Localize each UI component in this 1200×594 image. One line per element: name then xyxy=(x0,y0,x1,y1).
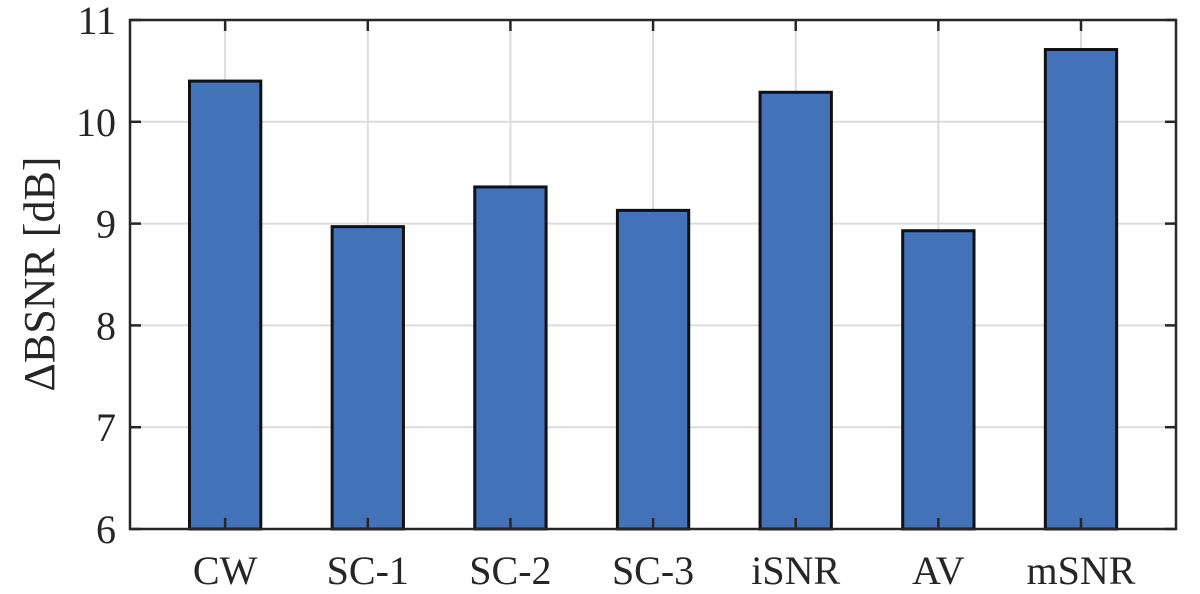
x-tick-label: iSNR xyxy=(751,548,840,593)
bar-msnr xyxy=(1043,48,1119,531)
y-tick-label: 11 xyxy=(77,0,116,43)
bar-isnr xyxy=(758,90,833,531)
bar-sc-3 xyxy=(615,208,691,531)
y-tick-label: 6 xyxy=(96,507,116,552)
bar-sc-1 xyxy=(330,225,405,531)
x-tick-label: AV xyxy=(912,548,965,593)
x-tick-label: SC-3 xyxy=(612,548,694,593)
x-tick-labels: CW SC-1 SC-2 SC-3 iSNR AV mSNR xyxy=(193,548,1136,593)
bars xyxy=(187,48,1119,531)
y-tick-labels: 6 7 8 9 10 11 xyxy=(76,0,116,552)
y-tick-label: 7 xyxy=(96,405,116,450)
y-tick-label: 10 xyxy=(76,100,116,145)
bar-sc-2 xyxy=(473,185,548,531)
bar-cw xyxy=(187,79,263,531)
x-tick-label: SC-1 xyxy=(327,548,409,593)
x-tick-label: CW xyxy=(193,548,258,593)
y-axis-label: ΔBSNR [dB] xyxy=(15,157,64,392)
y-tick-label: 8 xyxy=(96,303,116,348)
y-tick-label: 9 xyxy=(96,202,116,247)
axis-ticks xyxy=(130,18,1176,531)
bar-av xyxy=(901,229,976,531)
x-tick-label: SC-2 xyxy=(469,548,551,593)
x-tick-label: mSNR xyxy=(1027,548,1136,593)
